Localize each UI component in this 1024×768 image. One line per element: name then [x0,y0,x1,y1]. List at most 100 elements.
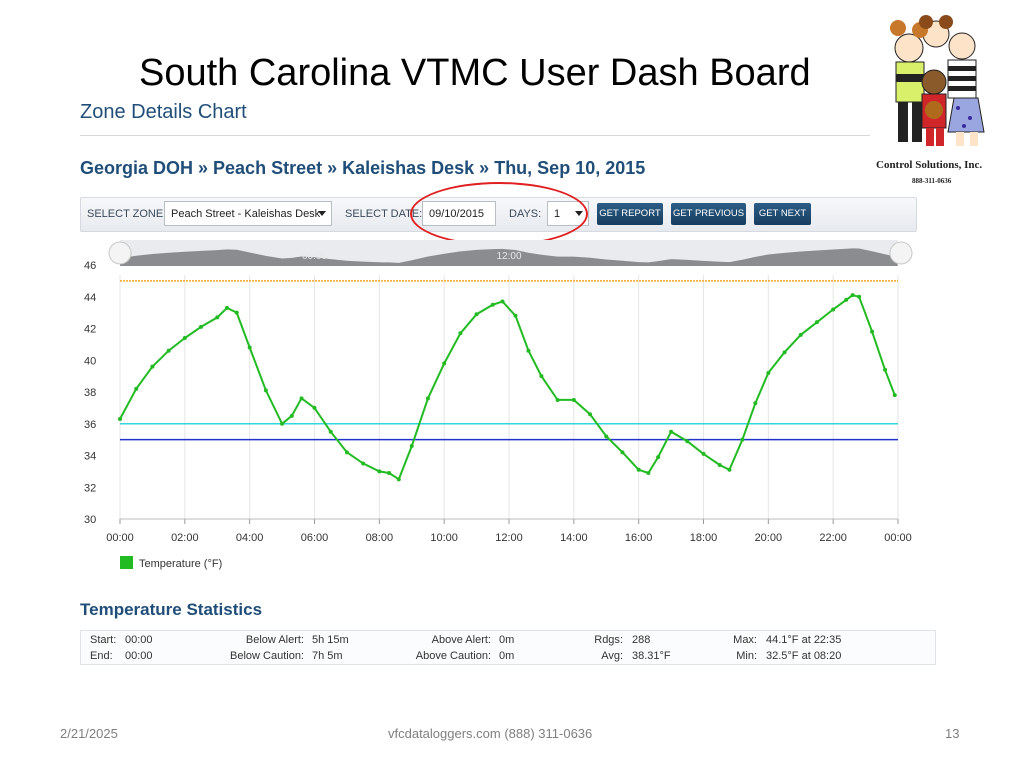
temperature-point [247,345,252,350]
temperature-point [669,429,674,434]
temperature-point [685,439,690,444]
temperature-point [701,451,706,456]
temperature-point [656,455,661,460]
y-tick-label: 36 [84,419,96,431]
breadcrumb: Georgia DOH » Peach Street » Kaleishas D… [80,158,646,178]
zone-select[interactable]: Peach Street - Kaleishas Desk [164,201,332,226]
x-tick-label: 22:00 [819,532,847,544]
navigator-left-handle [108,241,132,265]
chevron-down-icon [318,211,326,216]
temperature-point [620,450,625,455]
temperature-point [831,307,836,312]
get-report-button[interactable]: GET REPORT [597,203,663,225]
slide-number: 13 [945,726,960,741]
temperature-point [215,315,220,320]
stat-average-value: 38.31°F [632,650,671,662]
temperature-point [263,388,268,393]
temperature-point [280,421,285,426]
stat-above-alert-label: Above Alert: [431,634,491,646]
x-tick-label: 16:00 [625,532,653,544]
temperature-point [782,350,787,355]
temperature-point [571,397,576,402]
temperature-point [299,396,304,401]
temperature-point [857,294,862,299]
stat-above-caution-label: Above Caution: [415,650,491,662]
get-next-button[interactable]: GET NEXT [754,203,811,225]
y-tick-label: 30 [84,514,96,526]
temperature-point [766,370,771,375]
y-tick-label: 32 [84,482,96,494]
temperature-point [328,429,333,434]
temperature-point [396,477,401,482]
temperature-point [312,405,317,410]
kids-logo-illustration [890,15,985,146]
temperature-point [150,364,155,369]
navigator-label: 12:00 [496,251,521,262]
temperature-line [119,294,896,481]
divider [80,135,870,136]
footer-website: vfcdataloggers.com (888) 311-0636 [388,726,593,741]
y-tick-label: 38 [84,387,96,399]
temperature-point [753,401,758,406]
temperature-point [883,367,888,372]
temperature-point [740,437,745,442]
y-tick-label: 40 [84,355,96,367]
temperature-point [234,310,239,315]
company-name: Control Solutions, Inc. [876,159,983,171]
y-tick-label: 34 [84,451,96,463]
temperature-statistics-table: Start: 00:00 End: 00:00 Below Alert: 5h … [80,630,936,665]
temperature-point [344,450,349,455]
stat-max-value: 44.1°F at 22:35 [766,634,842,646]
threshold-lines [120,280,898,441]
temperature-statistics-heading: Temperature Statistics [80,600,263,619]
temperature-point [500,299,505,304]
temperature-point [604,434,609,439]
chart-grid [119,275,899,519]
temperature-point [717,463,722,468]
slide-title: South Carolina VTMC User Dash Board [139,52,811,94]
temperature-point [798,332,803,337]
navigator-area [120,248,898,266]
temperature-point [490,302,495,307]
temperature-point [289,413,294,418]
stat-end-value: 00:00 [125,650,153,662]
stat-start-label: Start: [90,634,117,646]
temperature-point [166,348,171,353]
stat-above-caution-value: 0m [499,650,515,662]
zone-details-chart: 00:00 12:00 00:00 02:00 04:00 06:00 08:00 10:0… [84,240,913,570]
temperature-point [588,412,593,417]
temperature-point [409,443,414,448]
x-tick-label: 08:00 [366,532,394,544]
temperature-point [224,305,229,310]
x-tick-label: 14:00 [560,532,588,544]
temperature-point [892,393,897,398]
temperature-point [425,396,430,401]
temperature-point [646,470,651,475]
company-phone: 888-311-0636 [912,177,952,185]
legend-label: Temperature (°F) [139,558,222,570]
y-tick-label: 44 [84,292,96,304]
stat-readings-label: Rdgs: [594,634,623,646]
x-tick-label: 06:00 [301,532,329,544]
temperature-point [182,336,187,341]
temperature-point [134,386,139,391]
stat-min-label: Min: [736,650,757,662]
temperature-point [539,374,544,379]
stat-max-label: Max: [733,634,757,646]
x-tick-label: 20:00 [755,532,783,544]
stat-above-alert-value: 0m [499,634,515,646]
temperature-point [387,470,392,475]
select-zone-label: SELECT ZONE: [87,208,167,220]
stat-below-caution-label: Below Caution: [230,650,304,662]
x-tick-label: 02:00 [171,532,199,544]
temperature-point [870,329,875,334]
navigator-label: 00:00 [302,251,327,262]
navigator-right-handle [889,241,913,265]
stat-average-label: Avg: [601,650,623,662]
temperature-point [844,297,849,302]
get-previous-button[interactable]: GET PREVIOUS [671,203,746,225]
temperature-point [850,293,855,298]
x-tick-label: 10:00 [430,532,458,544]
stat-below-caution-value: 7h 5m [312,650,343,662]
y-tick-label: 42 [84,324,96,336]
